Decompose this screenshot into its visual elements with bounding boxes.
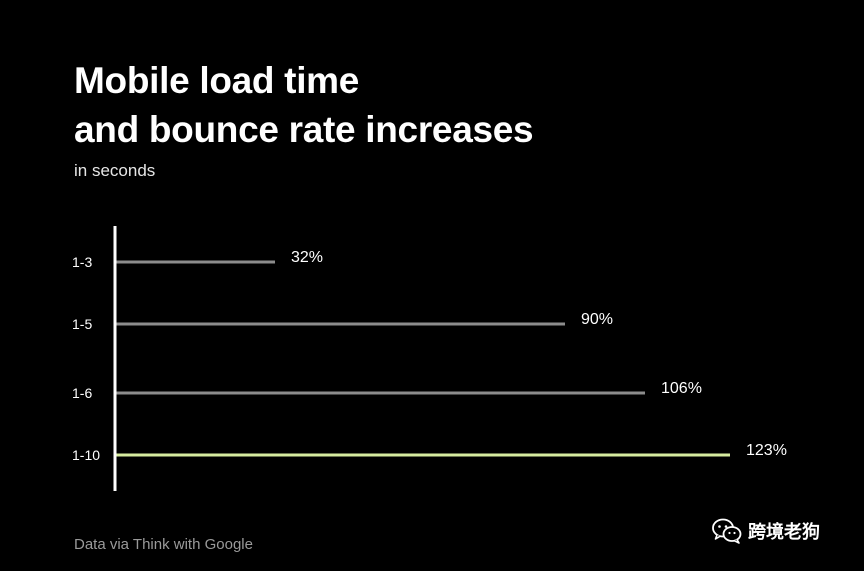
category-label-1-3: 1-3: [72, 254, 92, 270]
watermark-text: 跨境老狗: [748, 522, 820, 543]
chart-title-line-2: and bounce rate increases: [74, 109, 534, 150]
watermark: 跨境老狗: [712, 518, 820, 544]
value-label-1-3: 32%: [291, 249, 323, 266]
chart-title: Mobile load time and bounce rate increas…: [74, 56, 534, 154]
category-label-1-6: 1-6: [72, 385, 92, 401]
category-label-1-5: 1-5: [72, 316, 92, 332]
chart-subtitle: in seconds: [74, 161, 156, 180]
wechat-icon: [712, 518, 742, 544]
value-label-1-5: 90%: [581, 311, 613, 328]
value-label-1-10: 123%: [746, 442, 787, 459]
value-label-1-6: 106%: [661, 380, 702, 397]
category-label-1-10: 1-10: [72, 447, 100, 463]
chart-title-line-1: Mobile load time: [74, 60, 360, 101]
source-note: Data via Think with Google: [74, 536, 253, 553]
